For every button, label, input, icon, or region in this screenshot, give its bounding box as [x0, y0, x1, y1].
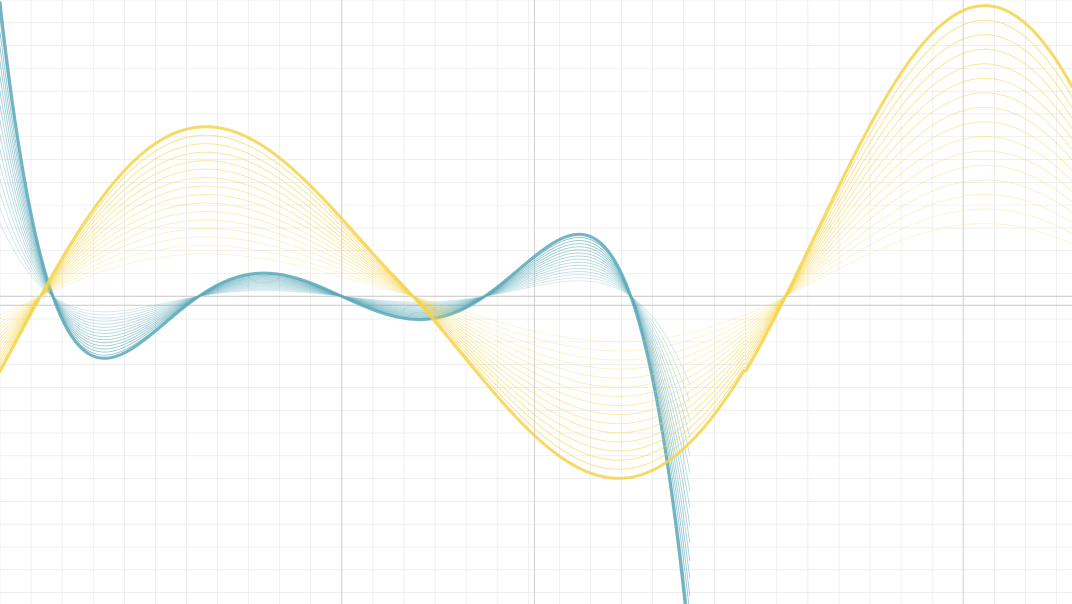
yellow-series-line: [0, 208, 1072, 352]
yellow-series-line: [0, 121, 1072, 406]
yellow-series-line: [0, 4, 1072, 480]
teal-series-line: [0, 60, 691, 579]
yellow-series-line: [0, 165, 1072, 379]
teal-series-line: [0, 119, 691, 509]
yellow-series-line: [0, 179, 1072, 370]
teal-series-line: [0, 163, 691, 456]
teal-series-line: [0, 16, 688, 604]
yellow-series-line: [0, 150, 1072, 388]
yellow-series-line: [0, 48, 1072, 452]
yellow-series-line: [0, 106, 1072, 416]
teal-series-line: [0, 178, 691, 438]
yellow-series-line: [0, 77, 1072, 434]
teal-series-line: [0, 90, 691, 544]
yellow-series-line: [0, 135, 1072, 397]
teal-series-group: [0, 1, 691, 604]
yellow-series-line: [0, 194, 1072, 361]
yellow-series-group: [0, 4, 1072, 480]
yellow-series-line: [0, 63, 1072, 443]
yellow-series-line: [0, 223, 1072, 343]
teal-series-line: [0, 193, 691, 421]
teal-series-line: [0, 134, 691, 491]
yellow-series-line: [0, 34, 1072, 461]
yellow-series-line: [0, 19, 1072, 470]
yellow-series-line: [0, 92, 1072, 425]
teal-series-line: [0, 1, 687, 604]
